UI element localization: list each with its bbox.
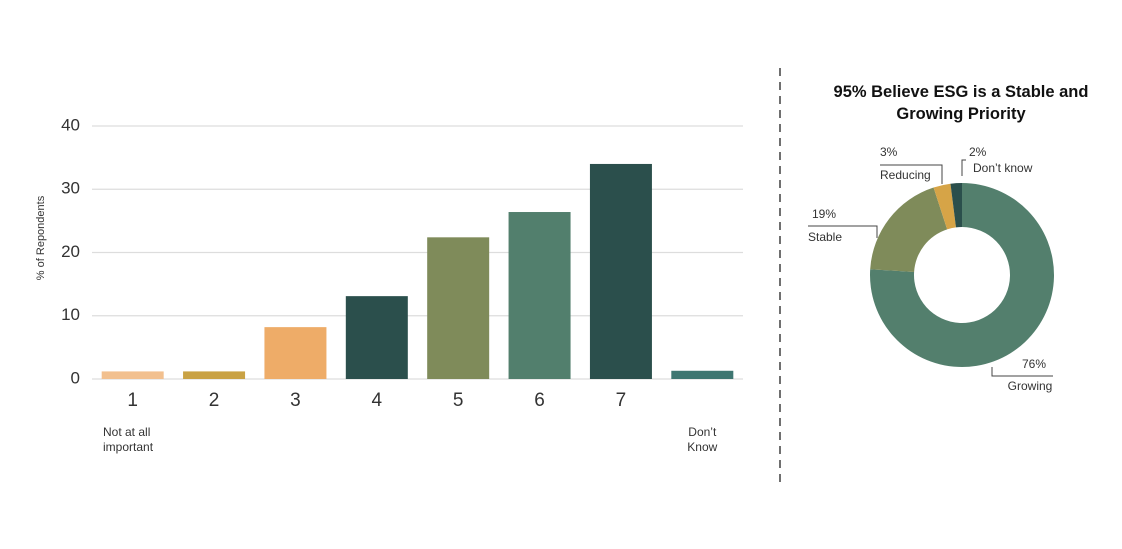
leader-line — [961, 159, 966, 176]
y-tick-label: 0 — [71, 368, 80, 387]
y-tick-label: 20 — [61, 242, 80, 261]
donut-slice — [870, 187, 948, 272]
y-tick-label: 40 — [61, 115, 80, 134]
data-label: 76% — [1022, 357, 1046, 371]
y-tick-label: 10 — [61, 305, 80, 324]
donut-slice — [870, 183, 1054, 368]
data-label: 2% — [969, 145, 987, 159]
x-tick-label: 2 — [209, 390, 220, 411]
legend-label: Reducing — [880, 168, 931, 182]
bar — [345, 296, 408, 379]
data-label: 19% — [812, 207, 836, 221]
x-tick-label: Don’t Know — [687, 425, 718, 454]
x-tick-label: 5 — [453, 390, 464, 411]
bar — [589, 163, 652, 379]
y-axis-label: % of Repondents — [35, 195, 47, 280]
bar — [264, 327, 327, 379]
bar — [427, 237, 490, 379]
x-tick-label: 7 — [616, 390, 627, 411]
x-tick-label: 6 — [534, 390, 545, 411]
bar — [183, 371, 246, 379]
legend-label: Stable — [808, 230, 842, 244]
donut-title: 95% Believe ESG is a Stable and Growing … — [833, 83, 1089, 123]
bar — [508, 212, 571, 379]
legend-label: Growing — [1008, 379, 1053, 393]
y-tick-label: 30 — [61, 179, 80, 198]
leader-line — [808, 225, 878, 238]
x-tick-label: 1 — [127, 390, 138, 411]
leader-line — [991, 367, 1053, 377]
bar — [101, 371, 164, 379]
annotation: Not at all important — [103, 425, 154, 454]
legend-label: Don’t know — [973, 161, 1033, 175]
data-label: 3% — [880, 145, 898, 159]
donut-slice — [950, 183, 962, 228]
leader-line — [880, 164, 943, 184]
donut-slice — [933, 183, 956, 230]
bar — [671, 370, 734, 379]
x-tick-label: 3 — [290, 390, 301, 411]
x-tick-label: 4 — [372, 390, 383, 411]
